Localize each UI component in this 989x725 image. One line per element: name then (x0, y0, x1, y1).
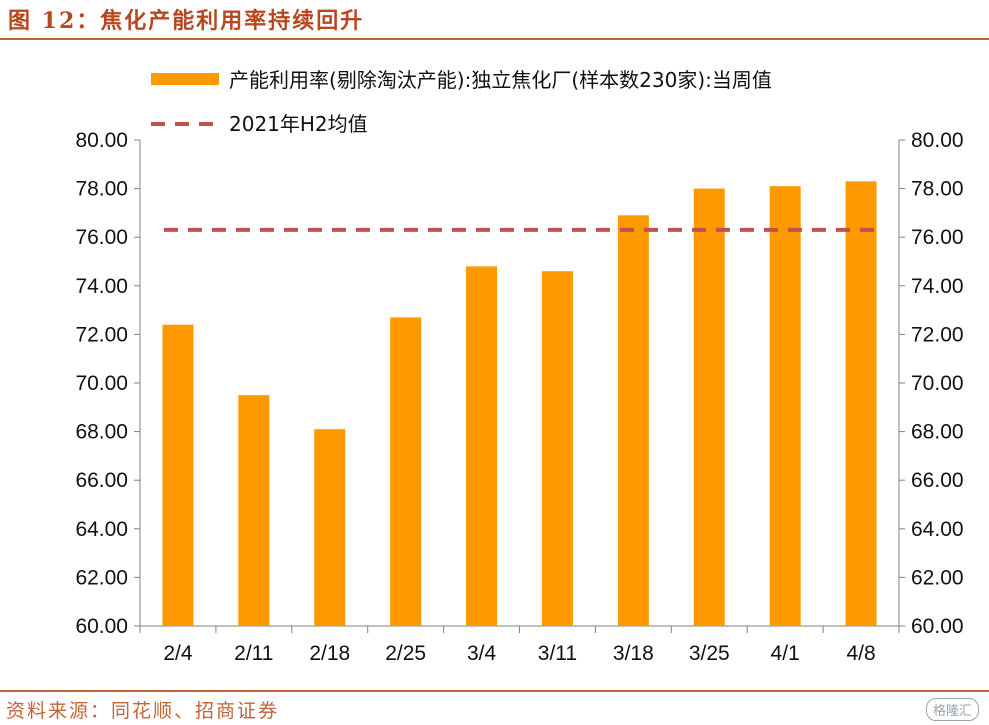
bar (769, 186, 801, 627)
left-tick-label: 74.00 (75, 275, 128, 298)
bar (238, 395, 270, 626)
x-tick-label: 3/11 (538, 642, 577, 665)
x-tick-label: 3/25 (689, 642, 730, 665)
footer-divider (0, 690, 989, 692)
left-tick-label: 62.00 (75, 566, 128, 589)
right-tick-label: 68.00 (911, 421, 964, 444)
right-tick-label: 80.00 (911, 129, 964, 152)
bar (466, 266, 498, 626)
bar (845, 181, 877, 626)
x-tick-label: 2/18 (309, 642, 350, 665)
x-tick-label: 2/11 (234, 642, 273, 665)
x-axis-labels: 2/4 2/11 2/18 2/25 3/4 3/11 3/18 3/25 4/1 4/8 (163, 642, 875, 665)
x-tick-label: 2/25 (385, 642, 426, 665)
left-tick-label: 78.00 (75, 178, 128, 201)
bar (541, 271, 573, 626)
x-tick-label: 4/1 (771, 642, 800, 665)
right-tick-label: 76.00 (911, 226, 964, 249)
chart-area: 产能利用率(剔除淘汰产能):独立焦化厂(样本数230家):当周值 2021年H2均… (75, 68, 963, 665)
figure-title: 图 12：焦化产能利用率持续回升 (8, 8, 365, 34)
source-note: 资料来源：同花顺、招商证券 (6, 700, 280, 722)
bar (617, 215, 649, 626)
right-tick-label: 66.00 (911, 469, 964, 492)
bar (314, 429, 346, 626)
left-tick-label: 76.00 (75, 226, 128, 249)
right-tick-label: 70.00 (911, 372, 964, 395)
header-divider (0, 38, 989, 40)
left-tick-label: 60.00 (75, 615, 128, 638)
left-tick-label: 70.00 (75, 372, 128, 395)
watermark-logo: 格隆汇 (925, 698, 979, 721)
bar-series (162, 181, 877, 627)
right-tick-label: 62.00 (911, 566, 964, 589)
right-tick-label: 64.00 (911, 518, 964, 541)
left-tick-label: 66.00 (75, 469, 128, 492)
left-tick-label: 64.00 (75, 518, 128, 541)
right-tick-label: 78.00 (911, 178, 964, 201)
bar (390, 317, 422, 626)
left-tick-label: 68.00 (75, 421, 128, 444)
legend-label-line: 2021年H2均值 (229, 112, 368, 136)
axes: 60.00 60.00 62.00 62.00 64.00 64.00 66.00 66.00… (75, 129, 963, 638)
x-tick-label: 2/4 (163, 642, 193, 665)
bar (693, 188, 725, 626)
right-tick-label: 74.00 (911, 275, 964, 298)
right-tick-label: 60.00 (911, 615, 964, 638)
x-tick-label: 3/4 (467, 642, 497, 665)
left-tick-label: 72.00 (75, 323, 128, 346)
right-tick-label: 72.00 (911, 323, 964, 346)
left-tick-label: 80.00 (75, 129, 128, 152)
x-tick-label: 4/8 (846, 642, 875, 665)
bar (162, 324, 194, 626)
legend-swatch-bar (151, 73, 219, 85)
legend: 产能利用率(剔除淘汰产能):独立焦化厂(样本数230家):当周值 2021年H2均… (151, 68, 772, 136)
x-tick-label: 3/18 (613, 642, 654, 665)
legend-label-bar: 产能利用率(剔除淘汰产能):独立焦化厂(样本数230家):当周值 (229, 68, 772, 92)
